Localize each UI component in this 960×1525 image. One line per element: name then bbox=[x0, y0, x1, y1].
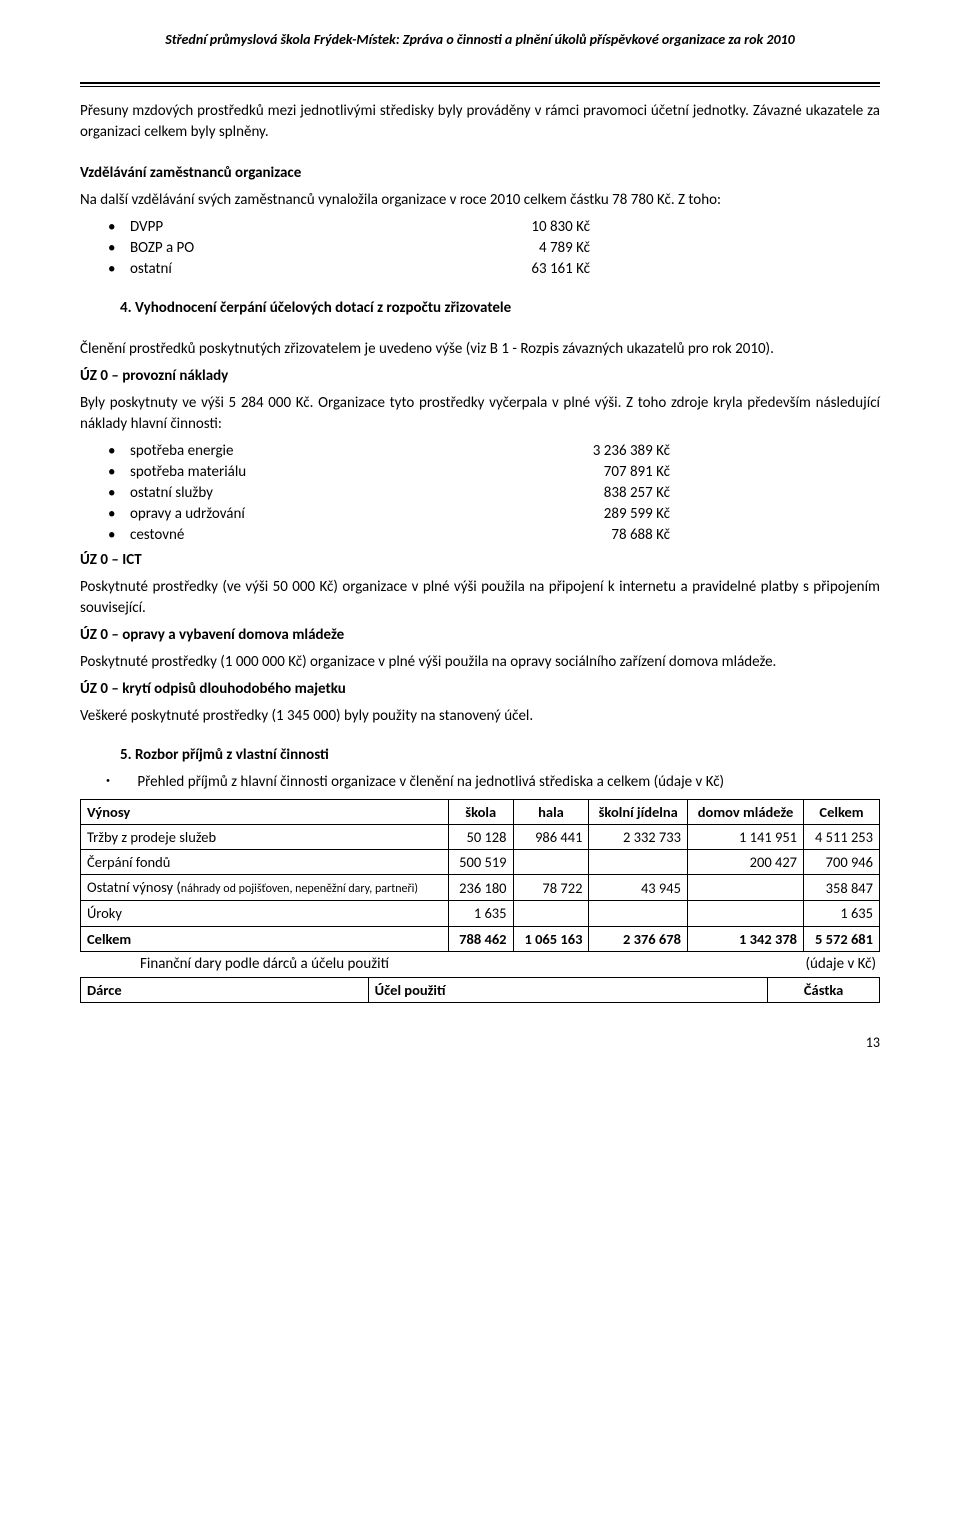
page-header: Střední průmyslová škola Frýdek-Místek: … bbox=[80, 30, 880, 87]
list-item: spotřeba materiálu707 891 Kč bbox=[130, 462, 880, 483]
uz0-op-text: Poskytnuté prostředky (1 000 000 Kč) org… bbox=[80, 652, 880, 673]
header-title: Střední průmyslová škola Frýdek-Místek: … bbox=[80, 30, 880, 56]
uz0-kryti-title: ÚZ 0 – krytí odpisů dlouhodobého majetku bbox=[80, 679, 880, 700]
table-row: Ostatní výnosy (náhrady od pojišťoven, n… bbox=[81, 875, 880, 901]
donor-table: Dárce Účel použití Částka bbox=[80, 977, 880, 1003]
edu-list: DVPP10 830 Kč BOZP a PO4 789 Kč ostatní6… bbox=[130, 217, 880, 280]
table-header-row: Výnosy škola hala školní jídelna domov m… bbox=[81, 799, 880, 824]
list-item: ostatní služby838 257 Kč bbox=[130, 483, 880, 504]
table-row: Úroky1 6351 635 bbox=[81, 901, 880, 926]
paragraph-intro: Přesuny mzdových prostředků mezi jednotl… bbox=[80, 101, 880, 143]
section-4-title: 4. Vyhodnocení čerpání účelových dotací … bbox=[120, 298, 880, 319]
uz0-prov-text: Byly poskytnuty ve výši 5 284 000 Kč. Or… bbox=[80, 393, 880, 435]
section-5-sub: Přehled příjmů z hlavní činnosti organiz… bbox=[120, 772, 880, 793]
income-table: Výnosy škola hala školní jídelna domov m… bbox=[80, 799, 880, 952]
list-item: ostatní63 161 Kč bbox=[130, 259, 880, 280]
uz0-ict-text: Poskytnuté prostředky (ve výši 50 000 Kč… bbox=[80, 577, 880, 619]
page-number: 13 bbox=[80, 1033, 880, 1053]
list-item: DVPP10 830 Kč bbox=[130, 217, 880, 238]
uz0-op-title: ÚZ 0 – opravy a vybavení domova mládeže bbox=[80, 625, 880, 646]
table-row: Tržby z prodeje služeb50 128986 4412 332… bbox=[81, 824, 880, 849]
edu-text: Na další vzdělávání svých zaměstnanců vy… bbox=[80, 190, 880, 211]
list-item: opravy a udržování289 599 Kč bbox=[130, 504, 880, 525]
uz0-prov-title: ÚZ 0 – provozní náklady bbox=[80, 366, 880, 387]
section-4-p1: Členění prostředků poskytnutých zřizovat… bbox=[80, 339, 880, 360]
list-item: spotřeba energie3 236 389 Kč bbox=[130, 441, 880, 462]
fin-dary-line: Finanční dary podle dárců a účelu použit… bbox=[140, 954, 876, 975]
table-header-row: Dárce Účel použití Částka bbox=[81, 977, 880, 1002]
table-row: Čerpání fondů500 519200 427700 946 bbox=[81, 850, 880, 875]
table-row: Celkem788 4621 065 1632 376 6781 342 378… bbox=[81, 926, 880, 951]
list-item: cestovné78 688 Kč bbox=[130, 525, 880, 546]
costs-list: spotřeba energie3 236 389 Kč spotřeba ma… bbox=[130, 441, 880, 546]
section-5-title: 5. Rozbor příjmů z vlastní činnosti bbox=[120, 745, 880, 766]
list-item: BOZP a PO4 789 Kč bbox=[130, 238, 880, 259]
uz0-ict-title: ÚZ 0 – ICT bbox=[80, 550, 880, 571]
uz0-kryti-text: Veškeré poskytnuté prostředky (1 345 000… bbox=[80, 706, 880, 727]
edu-title: Vzdělávání zaměstnanců organizace bbox=[80, 163, 880, 184]
